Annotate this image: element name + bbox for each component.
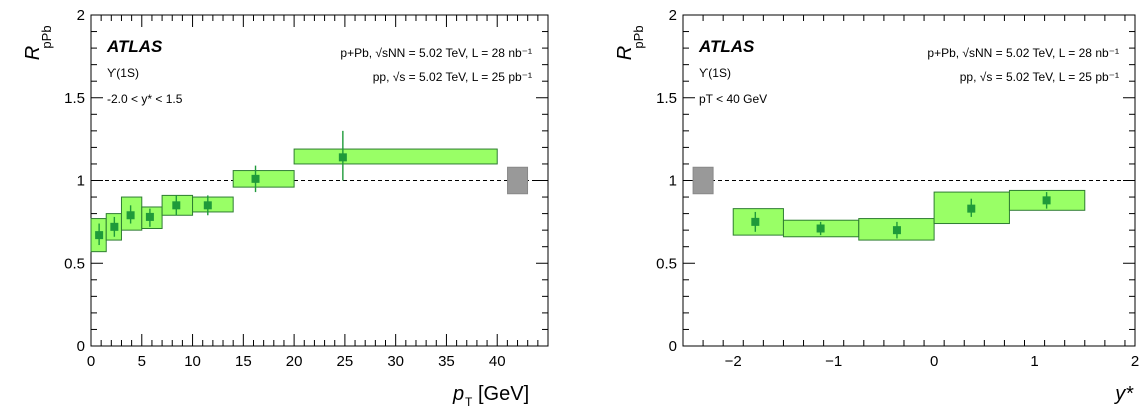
systematic-box [293,148,498,165]
systematic-box [232,170,295,188]
x-tick-label: 25 [337,353,354,370]
data-point-marker [172,201,181,210]
y-tick-label: 0.5 [64,255,85,272]
data-point-marker [145,212,154,221]
data-point-marker [110,222,119,231]
data-point-marker [751,217,760,226]
data-point-marker [892,226,901,235]
x-tick-label: 0 [87,353,95,370]
y-tick-label: 2 [77,7,85,24]
y-tick-label: 1.5 [64,90,85,107]
x-tick-label: 15 [235,353,252,370]
selection-label: -2.0 < y* < 1.5 [107,92,183,106]
global-uncertainty-box [692,166,714,195]
y-tick-label: 0 [669,338,677,355]
collision-info-ppb: p+Pb, √sNN = 5.02 TeV, L = 28 nb⁻¹ [927,46,1119,60]
x-tick-label: −2 [725,353,742,370]
x-tick-label: 40 [489,353,506,370]
y-axis-label: R [614,46,636,60]
y-axis-label-sub: pPb [39,25,54,48]
data-point-marker [251,174,260,183]
x-axis-unit: [GeV] [478,383,529,405]
atlas-label: ATLAS [106,37,163,56]
data-point-marker [203,201,212,210]
x-tick-label: 2 [1131,353,1139,370]
atlas-label: ATLAS [698,37,755,56]
y-tick-label: 1 [77,173,85,190]
data-point-marker [967,204,976,213]
data-point-marker [338,153,347,162]
x-axis-label-sub: T [465,395,473,409]
data-point-marker [126,211,135,220]
global-uncertainty-box [507,166,529,195]
x-tick-label: 30 [387,353,404,370]
x-axis-label: p [452,383,464,405]
y-tick-label: 2 [669,7,677,24]
x-tick-label: 0 [930,353,938,370]
y-tick-label: 0 [77,338,85,355]
data-point-marker [1042,196,1051,205]
collision-info-ppb: p+Pb, √sNN = 5.02 TeV, L = 28 nb⁻¹ [340,46,532,60]
collision-info-pp: pp, √s = 5.02 TeV, L = 25 pb⁻¹ [373,70,532,84]
x-tick-label: −1 [825,353,842,370]
y-axis-label-sub: pPb [631,25,646,48]
systematic-box [732,208,784,236]
state-label: ϒ(1S) [107,66,139,80]
x-tick-label: 10 [184,353,201,370]
systematic-box [192,196,234,213]
data-point-marker [95,231,104,240]
collision-info-pp: pp, √s = 5.02 TeV, L = 25 pb⁻¹ [960,70,1119,84]
x-tick-label: 1 [1030,353,1038,370]
selection-label: pT < 40 GeV [699,92,767,106]
data-point-marker [816,224,825,233]
y-tick-label: 1.5 [656,90,677,107]
x-axis-label: y* [1113,383,1134,405]
y-tick-label: 0.5 [656,255,677,272]
y-tick-label: 1 [669,173,677,190]
y-axis-label: R [22,46,44,60]
x-tick-label: 35 [438,353,455,370]
x-tick-label: 20 [286,353,303,370]
state-label: ϒ(1S) [699,66,731,80]
x-tick-label: 5 [138,353,146,370]
